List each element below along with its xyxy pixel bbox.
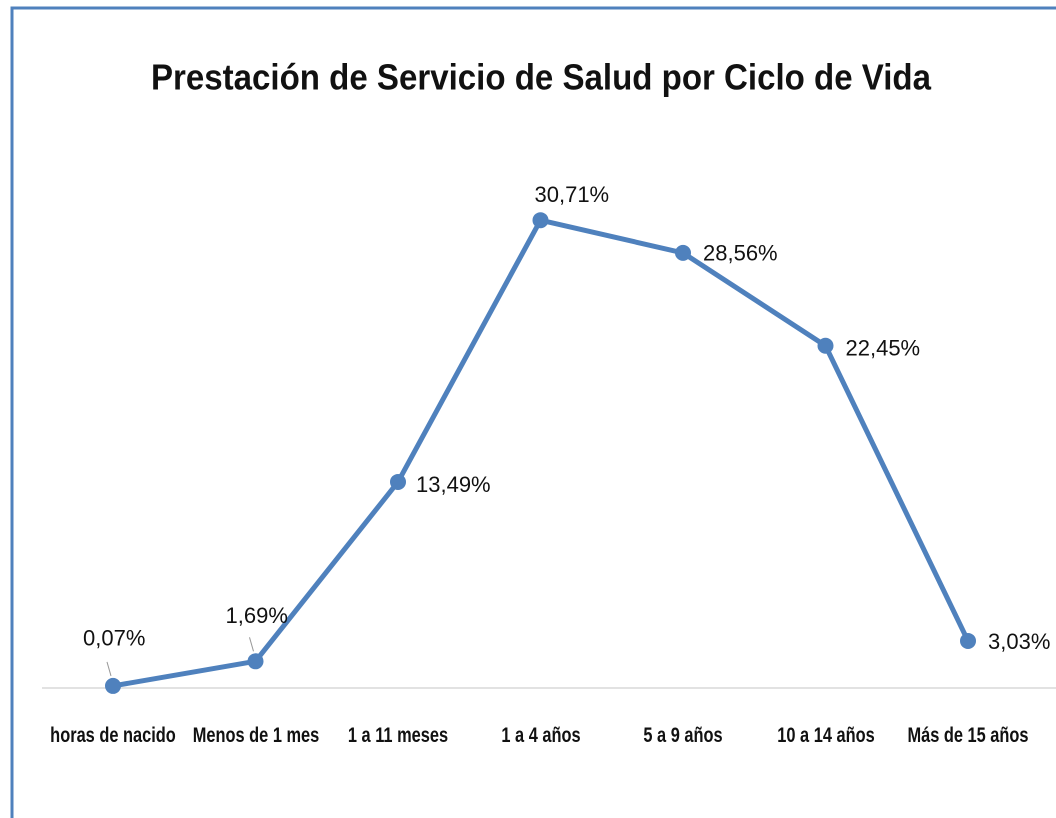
point (675, 244, 691, 261)
data-label: 13,49% (416, 472, 491, 497)
data-label: 3,03% (988, 629, 1050, 654)
x-tick-label: horas de nacido (50, 724, 176, 747)
point (105, 677, 121, 694)
data-label: 0,07% (83, 626, 145, 651)
x-tick-label: Menos de 1 mes (192, 724, 319, 747)
x-tick-label: 1 a 11 meses (347, 724, 449, 747)
point (532, 212, 549, 229)
point (817, 337, 834, 354)
data-label: 1,69% (226, 603, 288, 628)
data-label: 30,71% (535, 182, 610, 207)
point (390, 473, 406, 490)
point (247, 653, 264, 670)
leader-line (106, 661, 112, 677)
x-tick-label: 5 a 9 años (643, 724, 723, 747)
chart-title: Prestación de Servicio de Salud por Cicl… (151, 57, 932, 98)
x-tick-label: Más de 15 años (907, 724, 1029, 747)
x-tick-label: 1 a 4 años (500, 724, 581, 747)
point (960, 632, 976, 649)
leader-line (249, 637, 254, 652)
chart-border (10, 6, 1056, 818)
x-tick-label: 10 a 14 años (776, 724, 875, 747)
data-label: 28,56% (703, 241, 778, 266)
data-label: 22,45% (846, 336, 921, 361)
